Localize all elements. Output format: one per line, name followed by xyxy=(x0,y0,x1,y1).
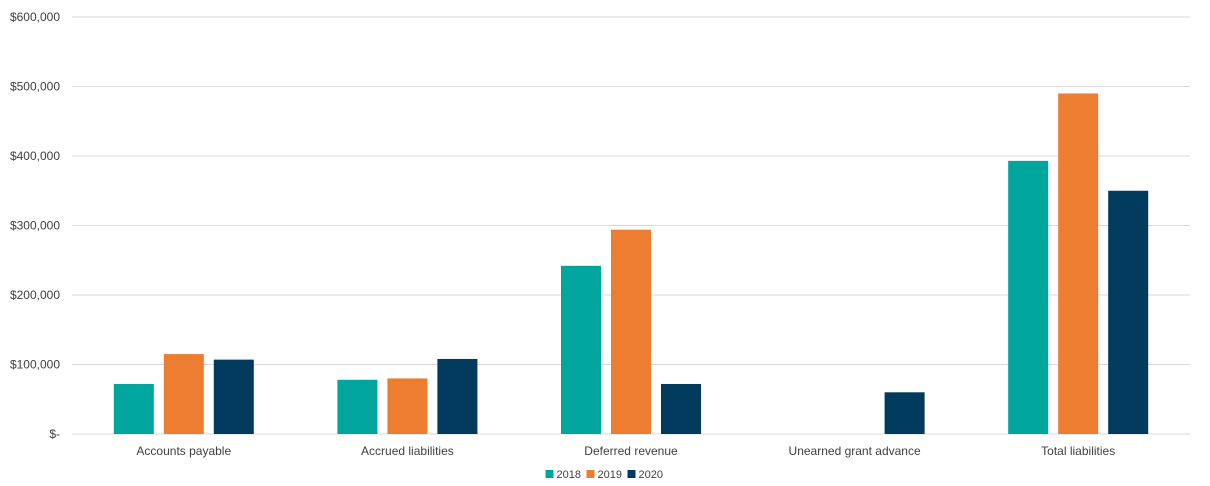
bar-2020-4 xyxy=(884,392,925,434)
bar-2018-3 xyxy=(561,265,601,434)
legend-item-2020: 2020 xyxy=(627,469,663,481)
legend-swatch xyxy=(586,470,595,478)
x-category-label: Total liabilities xyxy=(1041,444,1115,458)
bar-2019-2 xyxy=(387,378,428,434)
bar-2018-2 xyxy=(337,379,378,434)
x-category-label: Unearned grant advance xyxy=(789,444,921,458)
bar-2020-1 xyxy=(213,359,254,434)
y-axis-tick-labels: $- $100,000 $200,000 $300,000 $400,000 $500,0… xyxy=(10,10,60,441)
bar-2018-1 xyxy=(113,383,154,434)
legend-swatch xyxy=(545,470,554,478)
bars xyxy=(113,93,1149,435)
legend-label: 2020 xyxy=(639,469,663,481)
bar-2019-5 xyxy=(1058,93,1099,434)
x-category-label: Accounts payable xyxy=(136,444,231,458)
legend: 2018 2019 2020 xyxy=(545,469,663,481)
y-tick-label: $200,000 xyxy=(10,288,60,302)
bar-2020-2 xyxy=(437,358,478,434)
bar-2019-1 xyxy=(163,354,204,434)
bar-2020-5 xyxy=(1108,190,1149,434)
y-tick-label: $- xyxy=(49,427,60,441)
legend-swatch xyxy=(627,470,636,478)
x-axis-category-labels: Accounts payable Accrued liabilities Defer… xyxy=(136,444,1115,458)
bar-2019-3 xyxy=(611,229,651,434)
legend-label: 2018 xyxy=(557,469,581,481)
legend-item-2018: 2018 xyxy=(545,469,581,481)
y-tick-label: $500,000 xyxy=(10,80,60,94)
bar-2018-5 xyxy=(1008,160,1049,435)
legend-item-2019: 2019 xyxy=(586,469,622,481)
x-category-label: Accrued liabilities xyxy=(361,444,454,458)
y-tick-label: $600,000 xyxy=(10,10,60,24)
bar-2020-3 xyxy=(661,383,701,434)
y-tick-label: $300,000 xyxy=(10,219,60,233)
y-tick-label: $400,000 xyxy=(10,149,60,163)
legend-label: 2019 xyxy=(598,469,622,481)
y-tick-label: $100,000 xyxy=(10,358,60,372)
x-category-label: Deferred revenue xyxy=(584,444,678,458)
